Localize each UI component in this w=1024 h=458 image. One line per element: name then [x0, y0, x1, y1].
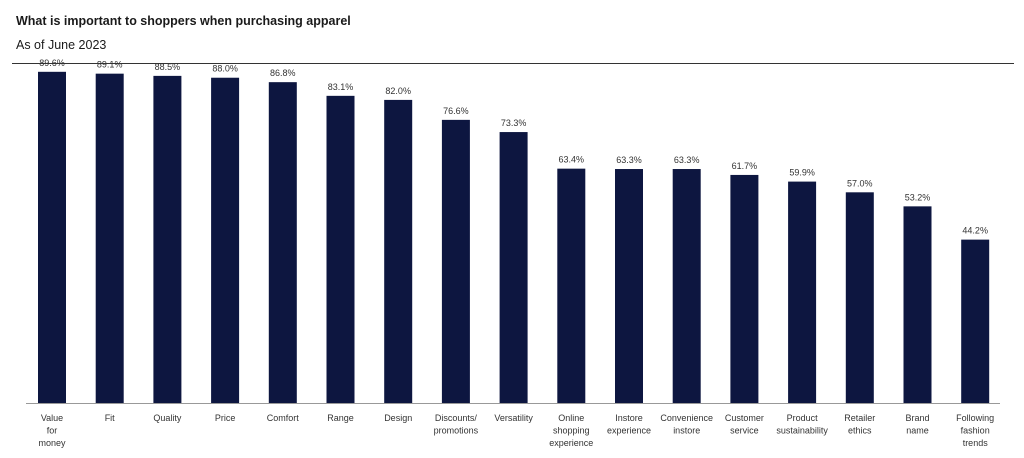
bar	[153, 75, 182, 404]
category-label: Brand	[905, 413, 929, 423]
bar	[38, 71, 66, 403]
category-label: Comfort	[267, 413, 300, 423]
bar	[961, 239, 990, 403]
category-label: instore	[673, 426, 700, 436]
value-label: 61.7%	[732, 161, 758, 171]
value-label: 63.3%	[616, 155, 642, 165]
category-label: Instore	[615, 413, 643, 423]
value-label: 86.8%	[270, 68, 296, 78]
header-divider	[12, 63, 1014, 64]
category-label: Design	[384, 413, 412, 423]
bar	[211, 77, 240, 404]
category-label: Value	[41, 413, 63, 423]
value-label: 88.0%	[212, 64, 238, 74]
category-label: Online	[558, 413, 584, 423]
value-label: 73.3%	[501, 118, 527, 128]
chart-subtitle: As of June 2023	[16, 38, 107, 52]
category-label: name	[906, 426, 929, 436]
category-label: Price	[215, 413, 236, 423]
bar	[788, 181, 817, 403]
category-label: fashion	[961, 426, 990, 436]
value-label: 57.0%	[847, 178, 873, 188]
bar	[845, 192, 874, 403]
value-label: 82.0%	[385, 86, 411, 96]
category-label: Customer	[725, 413, 764, 423]
value-label: 63.4%	[559, 155, 585, 165]
bar	[268, 82, 297, 403]
value-label: 88.5%	[155, 62, 181, 72]
bar	[441, 119, 470, 404]
bar	[384, 99, 413, 404]
chart-title: What is important to shoppers when purch…	[16, 14, 351, 28]
category-label: experience	[607, 426, 651, 436]
value-label: 89.1%	[97, 60, 123, 70]
category-label: Fit	[105, 413, 115, 423]
bar	[730, 174, 759, 403]
value-label-group: 89.6% 89.1% 88.5% 88.0% 86.8% 83.1% 82.0% 76.6%…	[39, 58, 988, 236]
category-label: ethics	[848, 426, 872, 436]
bar	[615, 169, 643, 403]
bar	[95, 73, 124, 403]
category-label: Product	[787, 413, 819, 423]
bar	[499, 132, 528, 403]
category-label: Following	[956, 413, 994, 423]
bar	[326, 95, 355, 404]
bar	[903, 206, 932, 403]
bar-group	[38, 71, 990, 404]
category-label: for	[47, 426, 58, 436]
category-label: sustainability	[776, 426, 828, 436]
category-label: Versatility	[494, 413, 533, 423]
category-label-group: Value for money Fit Quality Price Comfort Range…	[38, 413, 994, 448]
category-label: shopping	[553, 426, 590, 436]
value-label: 89.6%	[39, 58, 65, 68]
value-label: 44.2%	[962, 226, 988, 236]
category-label: service	[730, 426, 759, 436]
category-label: Range	[327, 413, 354, 423]
category-label: trends	[963, 438, 989, 448]
category-label: money	[38, 438, 66, 448]
category-label: promotions	[434, 426, 479, 436]
category-label: Retailer	[844, 413, 875, 423]
category-label: Quality	[153, 413, 182, 423]
value-label: 63.3%	[674, 155, 700, 165]
value-label: 53.2%	[905, 192, 931, 202]
bar	[672, 169, 701, 403]
category-label: experience	[549, 438, 593, 448]
value-label: 83.1%	[328, 82, 354, 92]
value-label: 76.6%	[443, 106, 469, 116]
category-label: Convenience	[660, 413, 713, 423]
bar	[557, 168, 586, 403]
value-label: 59.9%	[789, 168, 815, 178]
category-label: Discounts/	[435, 413, 478, 423]
